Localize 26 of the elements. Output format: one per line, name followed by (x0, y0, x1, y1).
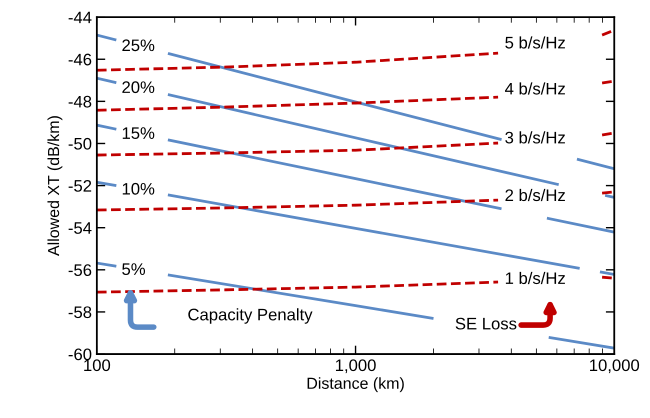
y-axis-title: Allowed XT (dB/km) (47, 116, 62, 256)
y-tick-label: -50 (68, 138, 92, 150)
x-tick-label: 1,000 (336, 359, 376, 374)
series-label: 4 b/s/Hz (505, 82, 565, 95)
annotation: SE Loss (456, 318, 516, 330)
x-tick-label: 100 (84, 359, 110, 372)
x-axis-title: Distance (km) (308, 377, 404, 392)
series-label: 20% (122, 81, 154, 94)
series-label: 1 b/s/Hz (506, 272, 565, 284)
y-tick-label: -48 (68, 96, 92, 108)
y-tick-label: -58 (68, 306, 92, 318)
series-label: 10% (122, 182, 154, 195)
y-tick-label: -52 (68, 180, 92, 192)
y-tick-label: -46 (68, 54, 92, 66)
series-label: 5% (122, 263, 146, 276)
annotation: Capacity Penalty (188, 308, 313, 324)
series-label: 3 b/s/Hz (505, 131, 565, 144)
y-tick-label: -54 (68, 222, 92, 234)
series-label: 15% (122, 127, 154, 140)
series-label: 5 b/s/Hz (505, 36, 565, 49)
y-tick-label: -44 (68, 12, 92, 24)
series-label: 2 b/s/Hz (505, 188, 565, 202)
y-tick-label: -60 (68, 348, 92, 360)
series-label: 25% (122, 39, 154, 52)
x-tick-label: 10,000 (590, 359, 640, 374)
y-tick-label: -56 (68, 264, 92, 276)
